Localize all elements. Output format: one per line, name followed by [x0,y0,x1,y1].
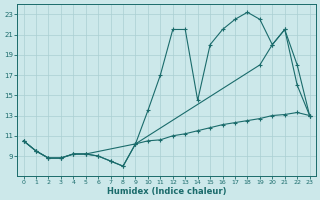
X-axis label: Humidex (Indice chaleur): Humidex (Indice chaleur) [107,187,226,196]
